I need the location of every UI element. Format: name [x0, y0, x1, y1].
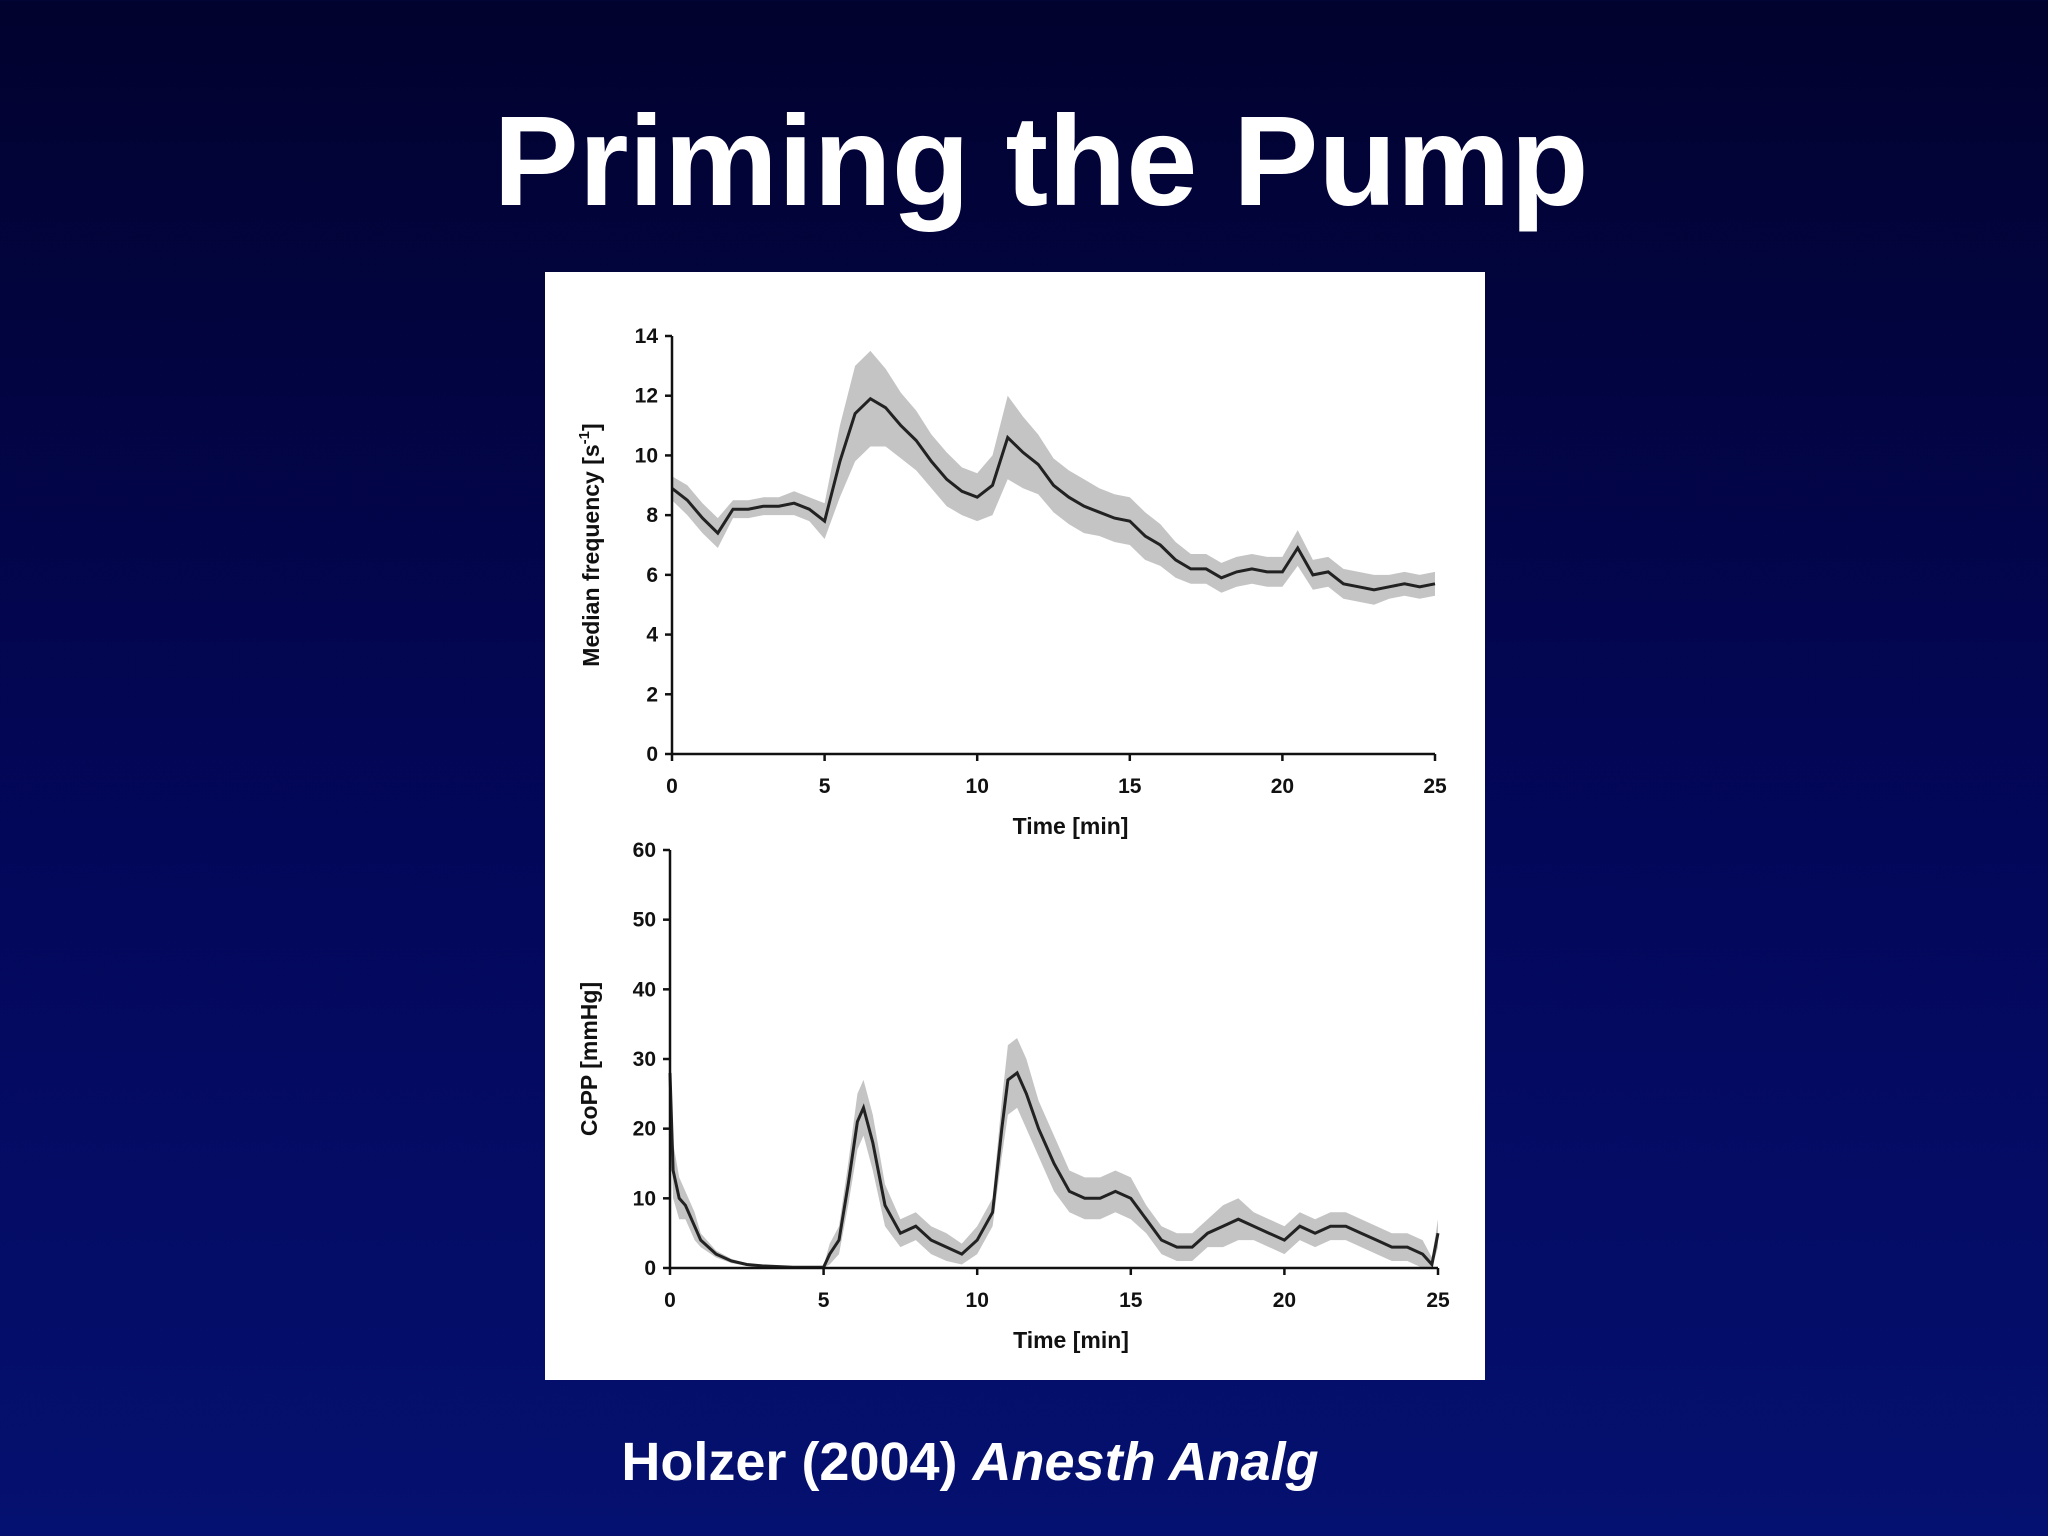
y-tick-label: 10 [633, 1187, 656, 1210]
x-tick-label: 5 [818, 1289, 830, 1312]
y-tick-label: 14 [635, 325, 659, 348]
y-tick-label: 10 [635, 444, 658, 467]
x-tick-label: 25 [1426, 1289, 1450, 1312]
copp-chart: 0 10 20 30 40 50 60 0 5 10 15 20 25 Time [min] CoPP… [576, 839, 1450, 1353]
y-tick-label: 8 [646, 504, 658, 527]
y-axis-label-superscript: -1 [576, 431, 593, 444]
y-ticks: 0 10 20 30 40 50 60 [633, 839, 670, 1280]
y-axis-label-end: ] [578, 423, 604, 431]
citation-author: Holzer (2004) [621, 1432, 973, 1492]
x-ticks: 0 5 10 15 20 25 [666, 754, 1447, 798]
y-tick-label: 30 [633, 1048, 656, 1071]
y-tick-label: 0 [646, 743, 658, 766]
y-tick-label: 2 [646, 683, 658, 706]
x-tick-label: 10 [966, 1289, 989, 1312]
y-tick-label: 20 [633, 1118, 656, 1141]
figure-panel: 0 2 4 6 8 10 12 14 0 5 10 15 20 25 Time [min] Median… [545, 272, 1485, 1380]
y-tick-label: 40 [633, 978, 656, 1001]
y-tick-label: 0 [644, 1257, 656, 1280]
x-axis-label: Time [min] [1013, 813, 1129, 839]
copp-variability-band [670, 1038, 1438, 1268]
x-axis-label: Time [min] [1013, 1327, 1129, 1353]
figure-svg: 0 2 4 6 8 10 12 14 0 5 10 15 20 25 Time [min] Median… [576, 325, 1450, 1353]
x-tick-label: 15 [1119, 1289, 1143, 1312]
x-tick-label: 25 [1423, 775, 1447, 798]
y-ticks: 0 2 4 6 8 10 12 14 [635, 325, 672, 766]
x-tick-label: 5 [819, 775, 831, 798]
x-tick-label: 20 [1271, 775, 1294, 798]
x-tick-label: 10 [966, 775, 989, 798]
y-axis-label: Median frequency [s-1] [576, 423, 604, 666]
x-ticks: 0 5 10 15 20 25 [664, 1268, 1450, 1312]
median-frequency-variability-band [672, 350, 1435, 605]
citation-journal: Anesth Analg [972, 1432, 1319, 1492]
slide-title: Priming the Pump [493, 90, 1589, 233]
x-tick-label: 20 [1273, 1289, 1296, 1312]
median-frequency-line [671, 396, 1436, 592]
citation: Holzer (2004) Anesth Analg [0, 1430, 1940, 1495]
x-tick-label: 15 [1118, 775, 1142, 798]
y-tick-label: 50 [633, 909, 656, 932]
y-axis-label-main: Median frequency [s [578, 444, 604, 666]
y-tick-label: 60 [633, 839, 656, 862]
copp-line [668, 1070, 1440, 1269]
y-tick-label: 4 [646, 624, 658, 647]
x-tick-label: 0 [664, 1289, 676, 1312]
y-tick-label: 12 [635, 385, 658, 408]
y-tick-label: 6 [646, 564, 658, 587]
x-tick-label: 0 [666, 775, 678, 798]
median-frequency-chart: 0 2 4 6 8 10 12 14 0 5 10 15 20 25 Time [min] Median… [576, 325, 1447, 839]
y-axis-label: CoPP [mmHg] [576, 982, 602, 1136]
